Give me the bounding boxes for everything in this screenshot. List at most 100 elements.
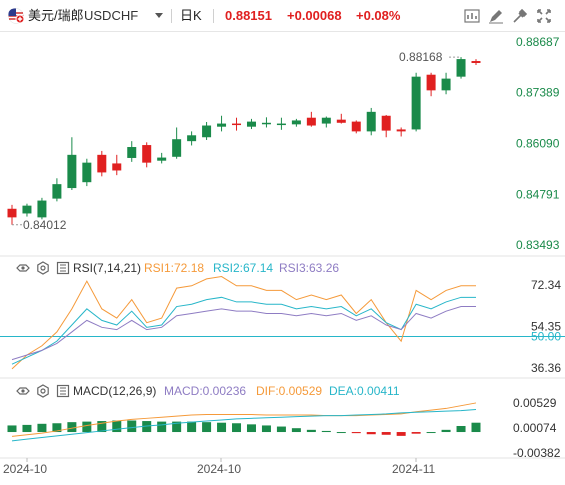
candle-body	[276, 123, 286, 126]
macd-title: MACD(12,26,9)	[73, 384, 157, 398]
price-change: +0.00068	[287, 8, 342, 23]
candle-body	[321, 117, 331, 124]
macd-histogram-bar	[306, 429, 316, 433]
candle-body	[52, 184, 62, 199]
candle-body	[7, 208, 17, 218]
candle-body	[157, 157, 167, 161]
macd-histogram-bar	[426, 432, 436, 434]
candle-body	[351, 121, 361, 132]
macd-histogram-bar	[7, 425, 17, 433]
macd-histogram-bar	[97, 421, 107, 433]
macd-histogram-bar	[22, 424, 32, 433]
candle-body	[306, 117, 316, 126]
rsi-axis-tick-label: 72.34	[531, 278, 561, 292]
macd-histogram-bar	[246, 424, 256, 433]
rsi-series-line-rsi3	[11, 306, 476, 361]
eye-icon[interactable]	[16, 384, 30, 398]
macd-histogram-bar	[157, 421, 167, 433]
macd-series-line-dif	[11, 402, 477, 437]
macd-histogram-bar	[172, 421, 182, 433]
macd-histogram-bar	[471, 422, 481, 433]
rsi3-value: RSI3:63.26	[279, 261, 340, 275]
macd-series-line-dea	[11, 409, 477, 442]
eye-icon[interactable]	[16, 261, 30, 275]
gear-icon[interactable]	[36, 261, 50, 275]
price-change-pct: +0.08%	[356, 8, 401, 23]
settings-icon[interactable]	[511, 7, 529, 25]
draw-icon[interactable]	[487, 7, 505, 25]
indicator-settings-icon[interactable]	[56, 384, 70, 398]
chevron-down-icon[interactable]	[155, 13, 163, 19]
macd-axis-tick-label: 0.00074	[513, 421, 557, 435]
macd-histogram-bar	[351, 432, 361, 434]
candle-body	[366, 111, 376, 132]
candle-body	[202, 125, 212, 138]
macd-value: MACD:0.00236	[164, 384, 247, 398]
candle-body	[246, 121, 256, 127]
price-axis-tick-label: 0.84791	[516, 187, 560, 201]
time-axis-tick-label: 2024-10	[3, 462, 47, 476]
candle-body	[426, 74, 436, 91]
symbol-code[interactable]: USDCHF	[84, 8, 139, 23]
candle-body	[261, 122, 271, 125]
candle-body	[456, 59, 466, 77]
time-axis-tick-label: 2024-10	[197, 462, 241, 476]
macd-axis-tick-label: -0.00382	[513, 446, 561, 460]
rsi-series-line-rsi2	[11, 296, 476, 365]
macd-histogram-bar	[187, 421, 197, 433]
macd-histogram-bar	[291, 428, 301, 433]
candle-body	[441, 78, 451, 91]
candle-body	[82, 162, 92, 183]
rsi-axis-tick-label: 36.36	[531, 361, 561, 375]
candle-body	[336, 119, 346, 123]
macd-histogram-bar	[217, 422, 227, 433]
dif-value: DIF:0.00529	[256, 384, 323, 398]
period-selector[interactable]: 日K	[180, 8, 202, 23]
last-price: 0.88151	[225, 8, 272, 23]
macd-histogram-bar	[261, 425, 271, 433]
macd-histogram-bar	[321, 430, 331, 433]
time-axis-tick-label: 2024-11	[392, 462, 435, 476]
fullscreen-icon[interactable]	[535, 7, 553, 25]
indicator-settings-icon[interactable]	[56, 261, 70, 275]
flag-icon	[8, 8, 24, 24]
rsi-title: RSI(7,14,21)	[73, 261, 142, 275]
candle-body	[217, 123, 227, 127]
candle-body	[127, 147, 137, 158]
macd-histogram-bar	[82, 421, 92, 433]
rsi1-value: RSI1:72.18	[144, 261, 205, 275]
macd-histogram-bar	[232, 423, 242, 433]
candle-body	[22, 205, 32, 214]
divider	[213, 9, 214, 23]
candle-body	[187, 135, 197, 142]
price-axis-tick-label: 0.83493	[516, 238, 560, 252]
macd-histogram-bar	[381, 432, 391, 435]
toolbar: 美元/瑞郎 USDCHF 日K 0.88151 +0.00068 +0.08%	[0, 0, 565, 32]
macd-axis-tick-label: 0.00529	[513, 396, 557, 410]
symbol-name[interactable]: 美元/瑞郎	[28, 8, 84, 23]
macd-histogram-bar	[37, 423, 47, 433]
candle-body	[37, 200, 47, 218]
candle-body	[67, 154, 77, 189]
rsi-series-line-rsi1	[11, 276, 476, 370]
macd-histogram-bar	[276, 426, 286, 433]
dea-value: DEA:0.00411	[329, 384, 400, 398]
macd-histogram-bar	[396, 432, 406, 436]
candle-body	[381, 115, 391, 131]
candle-body	[471, 61, 481, 63]
price-axis-tick-label: 0.88687	[516, 35, 560, 49]
price-axis-tick-label: 0.87389	[516, 86, 560, 100]
high-price-label: 0.88168	[399, 50, 443, 64]
candle-body	[97, 154, 107, 173]
candle-body	[172, 139, 182, 157]
gear-icon[interactable]	[36, 384, 50, 398]
low-price-label: 0.84012	[23, 218, 67, 232]
macd-histogram-bar	[456, 425, 466, 433]
macd-histogram-bar	[202, 422, 212, 433]
candle-body	[232, 123, 242, 126]
divider	[171, 9, 172, 23]
rsi2-value: RSI2:67.14	[213, 261, 274, 275]
chart-type-icon[interactable]	[463, 7, 481, 25]
candle-body	[411, 76, 421, 130]
